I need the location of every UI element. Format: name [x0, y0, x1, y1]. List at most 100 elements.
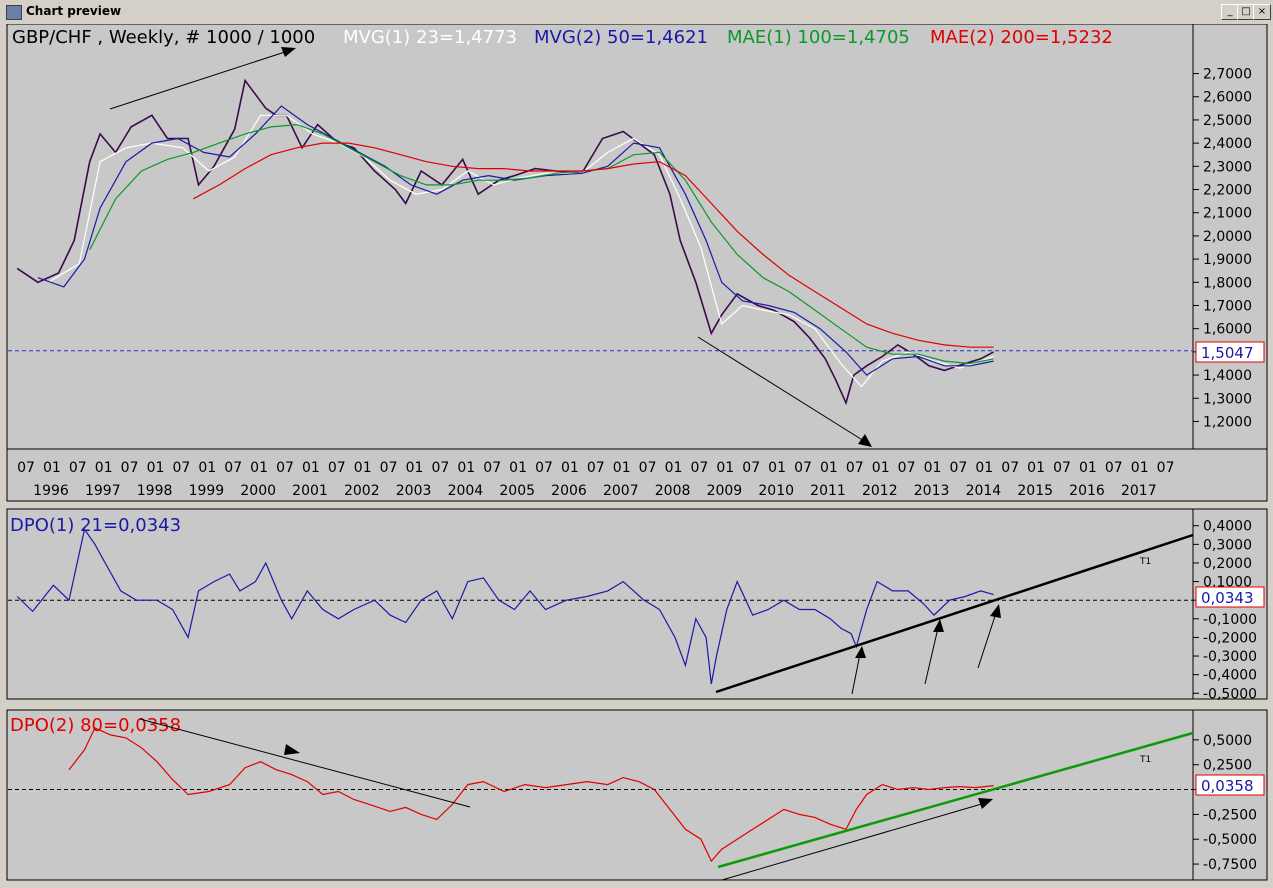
dpo1-arrow-3	[977, 612, 997, 669]
x-year-label: 2008	[655, 483, 691, 499]
x-year-label: 1999	[189, 483, 225, 499]
indicator-mae1: MAE(1) 100=1,4705	[727, 27, 910, 48]
x-month-label: 07	[328, 460, 346, 476]
y-tick-label: -0,7500	[1203, 857, 1257, 873]
x-year-label: 2003	[396, 483, 432, 499]
y-tick-label: 2,2000	[1203, 183, 1252, 199]
x-month-label: 07	[794, 460, 812, 476]
x-month-label: 07	[898, 460, 916, 476]
y-tick-label: 2,7000	[1203, 67, 1252, 83]
y-tick-label: 1,4000	[1203, 368, 1252, 384]
last-price-label: 1,5047	[1201, 344, 1254, 362]
series-line-0	[16, 78, 994, 406]
last-price-box: 1,5047	[1195, 341, 1265, 363]
dpo2-trend-tag: T1	[1139, 755, 1151, 765]
x-month-label: 07	[846, 460, 864, 476]
x-month-label: 01	[716, 460, 734, 476]
series-line-0	[16, 527, 994, 685]
close-button[interactable]: ×	[1253, 4, 1271, 20]
y-tick-label: -0,2500	[1203, 807, 1257, 823]
x-month-label: 07	[1157, 460, 1175, 476]
price-plot-area[interactable]	[6, 23, 1194, 450]
dpo2-uptrend-line	[721, 802, 986, 881]
y-tick-label: 0,2000	[1203, 556, 1252, 572]
x-month-label: 01	[95, 460, 113, 476]
x-month-label: 07	[69, 460, 87, 476]
dpo2-trendline[interactable]	[717, 731, 1194, 869]
x-month-label: 01	[665, 460, 683, 476]
x-year-label: 2005	[499, 483, 535, 499]
indicator-mvg2: MVG(2) 50=1,4621	[534, 27, 708, 48]
y-tick-label: -0,1000	[1203, 612, 1257, 628]
series-line-2	[37, 105, 994, 376]
dpo1-value-label: 0,0343	[1201, 589, 1254, 607]
instrument-label: GBP/CHF , Weekly, # 1000 / 1000	[12, 27, 315, 48]
series-line-4	[193, 142, 994, 348]
x-year-label: 2002	[344, 483, 380, 499]
y-tick-label: 2,4000	[1203, 136, 1252, 152]
x-year-label: 2007	[603, 483, 639, 499]
x-month-label: 07	[17, 460, 35, 476]
x-year-label: 2004	[448, 483, 484, 499]
x-month-label: 07	[121, 460, 139, 476]
x-month-label: 07	[587, 460, 605, 476]
dpo1-trendline[interactable]	[715, 533, 1194, 694]
dpo1-trend-tag: T1	[1139, 557, 1151, 567]
y-tick-label: 0,3000	[1203, 537, 1252, 553]
series-line-1	[47, 114, 994, 388]
x-month-label: 01	[147, 460, 165, 476]
x-month-label: 01	[975, 460, 993, 476]
y-tick-label: 2,1000	[1203, 206, 1252, 222]
x-month-label: 01	[198, 460, 216, 476]
x-year-label: 2001	[292, 483, 328, 499]
y-tick-label: 1,3000	[1203, 391, 1252, 407]
x-month-label: 07	[483, 460, 501, 476]
chart-canvas[interactable]: 2,7000 2,6000 2,5000 2,4000 2,3000 2,2000 2,10…	[0, 23, 1273, 884]
x-month-label: 01	[1131, 460, 1149, 476]
trend-arrow-upper	[109, 50, 289, 110]
dpo2-downtrend-line	[139, 718, 471, 808]
dpo1-label: DPO(1) 21=0,0343	[10, 515, 181, 536]
x-year-label: 2015	[1017, 483, 1053, 499]
price-series-group	[8, 78, 1193, 406]
price-panel[interactable]: 2,7000 2,6000 2,5000 2,4000 2,3000 2,2000 2,10…	[6, 23, 1268, 450]
series-line-3	[89, 123, 994, 365]
y-tick-label: 1,2000	[1203, 414, 1252, 430]
dpo1-arrow-1	[851, 653, 861, 695]
dpo2-plot-area[interactable]	[6, 709, 1194, 881]
x-year-label: 1996	[33, 483, 69, 499]
dpo1-panel[interactable]: 0,40000,30000,20000,10000-0,1000-0,2000-…	[6, 508, 1268, 702]
y-tick-label: -0,4000	[1203, 668, 1257, 684]
x-month-label: 01	[457, 460, 475, 476]
x-year-label: 1998	[137, 483, 173, 499]
x-month-label: 01	[509, 460, 527, 476]
window-titlebar: Chart preview _ □ ×	[0, 0, 1273, 25]
dpo2-arrowhead-up	[978, 798, 993, 809]
dpo2-value-label: 0,0358	[1201, 777, 1254, 795]
y-tick-label: 1,8000	[1203, 275, 1252, 291]
trend-arrow-lower	[697, 336, 865, 442]
x-month-label: 07	[276, 460, 294, 476]
x-month-label: 01	[613, 460, 631, 476]
x-month-label: 07	[431, 460, 449, 476]
x-year-label: 2016	[1069, 483, 1105, 499]
dpo1-plot-area[interactable]	[6, 508, 1194, 700]
x-month-label: 07	[380, 460, 398, 476]
x-month-label: 01	[924, 460, 942, 476]
dpo1-arrowhead-1	[855, 646, 866, 658]
x-month-label: 07	[535, 460, 553, 476]
x-month-label: 07	[224, 460, 242, 476]
x-year-label: 2014	[966, 483, 1002, 499]
x-month-label: 07	[949, 460, 967, 476]
chart-frame: 2,7000 2,6000 2,5000 2,4000 2,3000 2,2000 2,10…	[0, 23, 1273, 884]
y-tick-label: 1,9000	[1203, 252, 1252, 268]
time-axis: 07 01 07 01 07 01 07 01 07 01 07 01 07 01 07 01 07 01 07 01…	[6, 448, 1268, 502]
y-tick-label: 2,0000	[1203, 229, 1252, 245]
indicator-mvg1: MVG(1) 23=1,4773	[343, 27, 517, 48]
y-tick-label: 0,4000	[1203, 519, 1252, 535]
x-year-label: 2011	[810, 483, 846, 499]
x-month-label: 01	[1079, 460, 1097, 476]
x-month-label: 01	[354, 460, 372, 476]
